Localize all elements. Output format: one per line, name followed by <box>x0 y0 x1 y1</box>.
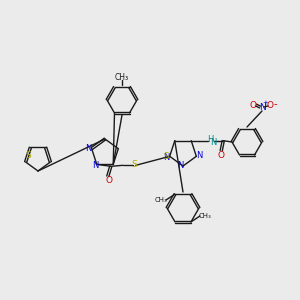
Text: N: N <box>93 161 99 170</box>
Text: N: N <box>164 153 170 162</box>
Text: N: N <box>259 103 266 112</box>
Text: S: S <box>131 160 137 169</box>
Text: O: O <box>266 100 274 109</box>
Text: N: N <box>85 144 92 153</box>
Text: N: N <box>196 151 203 160</box>
Text: N: N <box>177 160 183 169</box>
Text: N: N <box>210 138 216 147</box>
Text: O: O <box>218 151 225 160</box>
Text: S: S <box>25 151 31 160</box>
Text: H: H <box>207 135 213 144</box>
Text: CH₃: CH₃ <box>199 213 212 219</box>
Text: +: + <box>262 100 268 106</box>
Text: S: S <box>163 152 168 161</box>
Text: CH₃: CH₃ <box>115 74 129 82</box>
Text: CH₃: CH₃ <box>154 197 167 203</box>
Text: O: O <box>250 100 256 109</box>
Text: -: - <box>273 99 277 109</box>
Text: O: O <box>105 176 112 185</box>
